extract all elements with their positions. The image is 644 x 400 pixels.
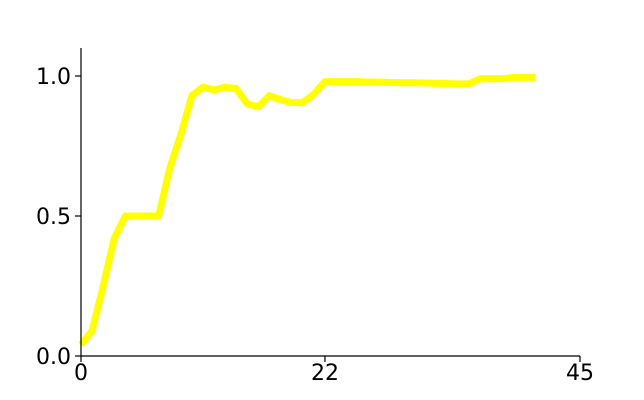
- x-axis-ticks: 0 22 45: [74, 356, 594, 386]
- x-tick-label: 22: [311, 361, 339, 386]
- y-tick-label: 0.5: [36, 205, 71, 230]
- series-line-0: [78, 73, 536, 347]
- y-axis-ticks: 0.0 0.5 1.0: [36, 65, 81, 370]
- y-tick-label: 1.0: [36, 65, 71, 90]
- x-tick-label: 45: [566, 361, 594, 386]
- axes: [80, 48, 580, 357]
- x-tick-label: 0: [74, 361, 88, 386]
- y-tick-label: 0.0: [36, 345, 71, 370]
- series-lines: [78, 73, 536, 347]
